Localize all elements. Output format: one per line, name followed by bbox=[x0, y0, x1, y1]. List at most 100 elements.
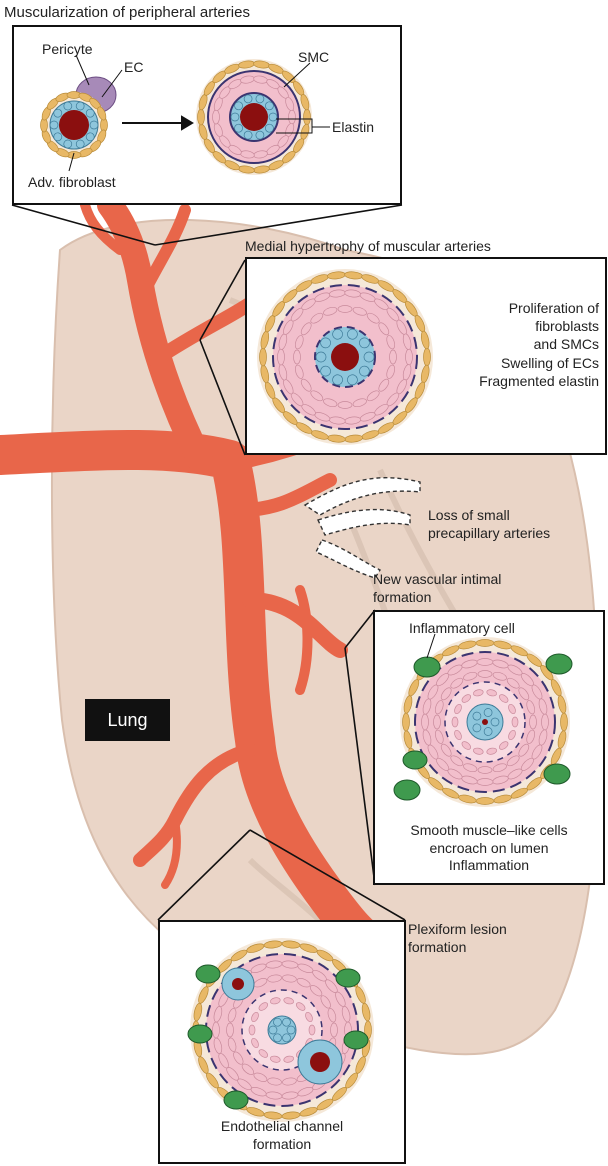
panel-medial-hypertrophy: Proliferation of fibroblasts and SMCs Sw… bbox=[245, 257, 607, 455]
smooth-muscle-cell bbox=[226, 1022, 234, 1038]
endothelial-cell bbox=[359, 337, 370, 349]
smooth-muscle-cell bbox=[227, 1037, 237, 1052]
smooth-muscle-cell bbox=[296, 978, 311, 988]
panel4-illustration bbox=[187, 938, 374, 1122]
note-line: and SMCs bbox=[533, 336, 599, 353]
plexiform-lesion-label: Plexiform lesion formation bbox=[408, 920, 507, 956]
loss-precapillary-label: Loss of small precapillary arteries bbox=[428, 506, 550, 542]
smooth-muscle-cell bbox=[341, 1006, 351, 1023]
endothelial-cell bbox=[332, 328, 343, 340]
endothelial-cell bbox=[85, 108, 95, 118]
endothelial-cell bbox=[53, 108, 63, 118]
endothelial-cell bbox=[359, 365, 370, 377]
endothelial-cell bbox=[63, 139, 73, 149]
smooth-muscle-cell bbox=[283, 1055, 294, 1063]
smooth-muscle-cell bbox=[451, 716, 459, 728]
smooth-muscle-cell bbox=[285, 96, 295, 112]
loss-line: Loss of small bbox=[428, 507, 510, 523]
endothelial-cell bbox=[282, 1033, 291, 1043]
endothelial-cell bbox=[63, 101, 73, 111]
smooth-muscle-cell bbox=[508, 703, 516, 715]
elastin-label: Elastin bbox=[332, 119, 375, 135]
smooth-muscle-cell bbox=[477, 766, 493, 774]
note-line: Swelling of ECs bbox=[500, 354, 599, 371]
panel-intimal-formation: Inflammatory cell Smooth muscle–like cel… bbox=[373, 610, 605, 885]
smooth-muscle-cell bbox=[405, 348, 413, 366]
smooth-muscle-cell bbox=[486, 689, 497, 697]
smooth-muscle-cell bbox=[253, 1072, 268, 1082]
intimal-notes: Smooth muscle–like cells encroach on lum… bbox=[375, 822, 603, 875]
note-line: encroach on lumen bbox=[429, 839, 549, 856]
smooth-muscle-cell bbox=[440, 687, 452, 701]
heading-line: formation bbox=[373, 589, 432, 606]
smooth-muscle-cell bbox=[402, 333, 412, 350]
endothelial-cell bbox=[332, 374, 343, 386]
smooth-muscle-cell bbox=[450, 755, 464, 767]
smooth-muscle-cell bbox=[337, 401, 353, 409]
smooth-muscle-cell bbox=[282, 1077, 297, 1086]
smooth-muscle-cell bbox=[463, 671, 478, 681]
smooth-muscle-cell bbox=[461, 741, 471, 750]
smooth-muscle-cell bbox=[499, 741, 509, 750]
endothelial-cell bbox=[230, 112, 240, 122]
smooth-muscle-cell bbox=[323, 398, 338, 408]
note-line: Fragmented elastin bbox=[479, 372, 599, 389]
plexiform-vessel bbox=[190, 938, 374, 1122]
endothelial-cell bbox=[347, 374, 358, 386]
intimal-formation-heading: New vascular intimal formation bbox=[373, 570, 501, 606]
endothelial-cell bbox=[286, 1025, 296, 1035]
smooth-muscle-cell bbox=[492, 763, 507, 773]
endothelial-cell bbox=[347, 328, 358, 340]
smooth-muscle-cell bbox=[378, 322, 390, 336]
inflammatory-cell-label: Inflammatory cell bbox=[409, 620, 515, 636]
note-line: fibroblasts bbox=[535, 318, 599, 335]
smooth-muscle-cell bbox=[477, 670, 493, 678]
note-line: Endothelial channel bbox=[220, 1118, 344, 1134]
smooth-muscle-cell bbox=[508, 729, 516, 741]
smooth-muscle-cell bbox=[476, 658, 494, 666]
smooth-muscle-cell bbox=[434, 729, 444, 744]
endothelial-cell bbox=[273, 1017, 282, 1027]
endothelial-cell bbox=[490, 717, 500, 727]
inflammatory-cells bbox=[187, 964, 369, 1110]
smooth-muscle-cell bbox=[378, 378, 390, 392]
smooth-muscle-cell bbox=[433, 714, 441, 730]
inflammatory-cells bbox=[393, 653, 573, 801]
smooth-muscle-cell bbox=[212, 1021, 220, 1039]
fibroblast-cell bbox=[402, 712, 410, 732]
note-line: formation bbox=[252, 1135, 312, 1152]
endothelial-cell bbox=[75, 139, 85, 149]
intimal-vessel bbox=[400, 637, 570, 807]
endothelial-cell bbox=[320, 365, 331, 377]
capillary-vessel bbox=[40, 76, 117, 159]
connector-lines bbox=[11, 204, 406, 921]
fibroblast-cell bbox=[475, 797, 495, 805]
fibroblast-cell bbox=[259, 347, 267, 367]
smooth-muscle-cell bbox=[461, 694, 471, 703]
smooth-muscle-cell bbox=[337, 305, 353, 313]
endothelial-cell bbox=[483, 708, 493, 717]
loss-line: precapillary arteries bbox=[428, 525, 551, 542]
panel1-illustration bbox=[40, 54, 330, 175]
smooth-muscle-cell bbox=[251, 1011, 259, 1023]
smooth-muscle-cell bbox=[518, 743, 530, 757]
smooth-muscle-cell bbox=[454, 729, 462, 741]
smooth-muscle-cell bbox=[526, 700, 536, 715]
smc-label: SMC bbox=[298, 49, 330, 65]
endothelial-cell bbox=[243, 130, 253, 140]
smooth-muscle-cell bbox=[518, 687, 530, 701]
main-trunk bbox=[0, 430, 400, 970]
fibroblast-cell bbox=[97, 106, 107, 121]
panel-plexiform-lesion: Endothelial channel formation bbox=[158, 920, 406, 1164]
smooth-muscle-cell bbox=[267, 974, 282, 983]
smooth-muscle-cell bbox=[293, 349, 301, 365]
smooth-muscle-cell bbox=[506, 677, 520, 689]
ec-label: EC bbox=[124, 59, 144, 75]
fibroblast-cell bbox=[300, 94, 310, 111]
smooth-muscle-cell bbox=[270, 997, 281, 1005]
panel2-illustration bbox=[257, 269, 433, 445]
heading-line: New vascular intimal bbox=[373, 571, 502, 587]
smooth-muscle-cell bbox=[511, 716, 519, 728]
panel-muscularization: Pericyte EC Adv. fibroblast SMC Elastin bbox=[12, 25, 402, 205]
pericyte-label: Pericyte bbox=[42, 41, 93, 57]
